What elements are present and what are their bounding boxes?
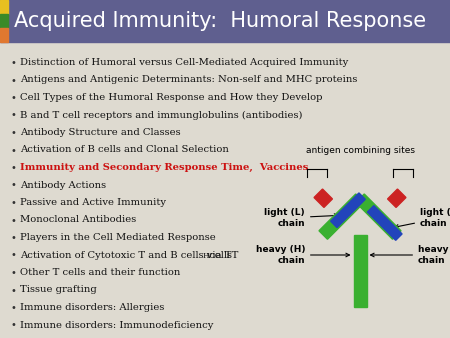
Text: H: H bbox=[203, 252, 210, 261]
Text: •: • bbox=[10, 303, 16, 313]
Text: •: • bbox=[10, 320, 16, 331]
Polygon shape bbox=[319, 194, 364, 239]
Text: antigen combining sites: antigen combining sites bbox=[306, 146, 414, 155]
Text: •: • bbox=[10, 111, 16, 121]
Text: •: • bbox=[10, 233, 16, 243]
Text: •: • bbox=[10, 163, 16, 173]
Text: light (L)
chain: light (L) chain bbox=[395, 208, 450, 228]
Text: heavy (H)
chain: heavy (H) chain bbox=[256, 245, 350, 265]
Text: Immunity and Secondary Response Time,  Vaccines: Immunity and Secondary Response Time, Va… bbox=[20, 163, 308, 172]
Text: Antibody Actions: Antibody Actions bbox=[20, 180, 106, 190]
Bar bbox=[0, 28, 8, 42]
Text: •: • bbox=[10, 75, 16, 86]
Polygon shape bbox=[356, 194, 401, 239]
Text: Passive and Active Immunity: Passive and Active Immunity bbox=[20, 198, 166, 207]
Text: •: • bbox=[10, 180, 16, 191]
Text: •: • bbox=[10, 286, 16, 295]
Polygon shape bbox=[367, 206, 402, 240]
Bar bbox=[0, 14, 8, 28]
Bar bbox=[354, 235, 366, 307]
Text: heavy (H)
chain: heavy (H) chain bbox=[370, 245, 450, 265]
Bar bbox=[0, 0, 450, 42]
Text: B and T cell receptors and immunglobulins (antibodies): B and T cell receptors and immunglobulin… bbox=[20, 111, 302, 120]
Text: Tissue grafting: Tissue grafting bbox=[20, 286, 97, 294]
Text: Distinction of Humoral versus Cell-Mediated Acquired Immunity: Distinction of Humoral versus Cell-Media… bbox=[20, 58, 348, 67]
Text: •: • bbox=[10, 58, 16, 68]
Text: Activation of B cells and Clonal Selection: Activation of B cells and Clonal Selecti… bbox=[20, 145, 229, 154]
Text: Immune disorders: Allergies: Immune disorders: Allergies bbox=[20, 303, 164, 312]
Text: Cell Types of the Humoral Response and How they Develop: Cell Types of the Humoral Response and H… bbox=[20, 93, 323, 102]
Text: Activation of Cytotoxic T and B cells via TT: Activation of Cytotoxic T and B cells vi… bbox=[20, 250, 238, 260]
Polygon shape bbox=[314, 189, 333, 208]
Polygon shape bbox=[387, 189, 406, 208]
Text: •: • bbox=[10, 250, 16, 261]
Text: •: • bbox=[10, 128, 16, 138]
Text: •: • bbox=[10, 145, 16, 155]
Text: Players in the Cell Mediated Response: Players in the Cell Mediated Response bbox=[20, 233, 216, 242]
Bar bbox=[0, 0, 8, 14]
Text: Immune disorders: Immunodeficiency: Immune disorders: Immunodeficiency bbox=[20, 320, 213, 330]
Text: Antibody Structure and Classes: Antibody Structure and Classes bbox=[20, 128, 180, 137]
Text: •: • bbox=[10, 268, 16, 278]
Text: Acquired Immunity:  Humoral Response: Acquired Immunity: Humoral Response bbox=[14, 11, 426, 31]
Text: Monoclonal Antibodies: Monoclonal Antibodies bbox=[20, 216, 136, 224]
Text: Antigens and Antigenic Determinants: Non-self and MHC proteins: Antigens and Antigenic Determinants: Non… bbox=[20, 75, 357, 84]
Text: •: • bbox=[10, 198, 16, 208]
Text: cells: cells bbox=[207, 250, 233, 260]
Text: light (L)
chain: light (L) chain bbox=[265, 208, 338, 228]
Text: Other T cells and their function: Other T cells and their function bbox=[20, 268, 180, 277]
Text: •: • bbox=[10, 93, 16, 103]
Polygon shape bbox=[331, 193, 365, 227]
Text: •: • bbox=[10, 216, 16, 225]
